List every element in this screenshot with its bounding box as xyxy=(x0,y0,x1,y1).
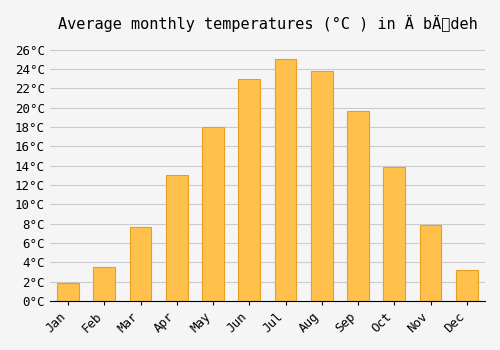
Bar xyxy=(420,225,442,301)
Bar xyxy=(384,167,405,301)
Bar xyxy=(202,127,224,301)
Bar xyxy=(94,267,115,301)
Bar xyxy=(347,111,369,301)
Bar xyxy=(130,226,152,301)
Bar xyxy=(311,71,332,301)
Title: Average monthly temperatures (°C ) in Ä bÄdeh: Average monthly temperatures (°C ) in Ä … xyxy=(58,15,478,32)
Bar xyxy=(166,175,188,301)
Bar xyxy=(456,270,477,301)
Bar xyxy=(238,79,260,301)
Bar xyxy=(274,60,296,301)
Bar xyxy=(57,284,79,301)
